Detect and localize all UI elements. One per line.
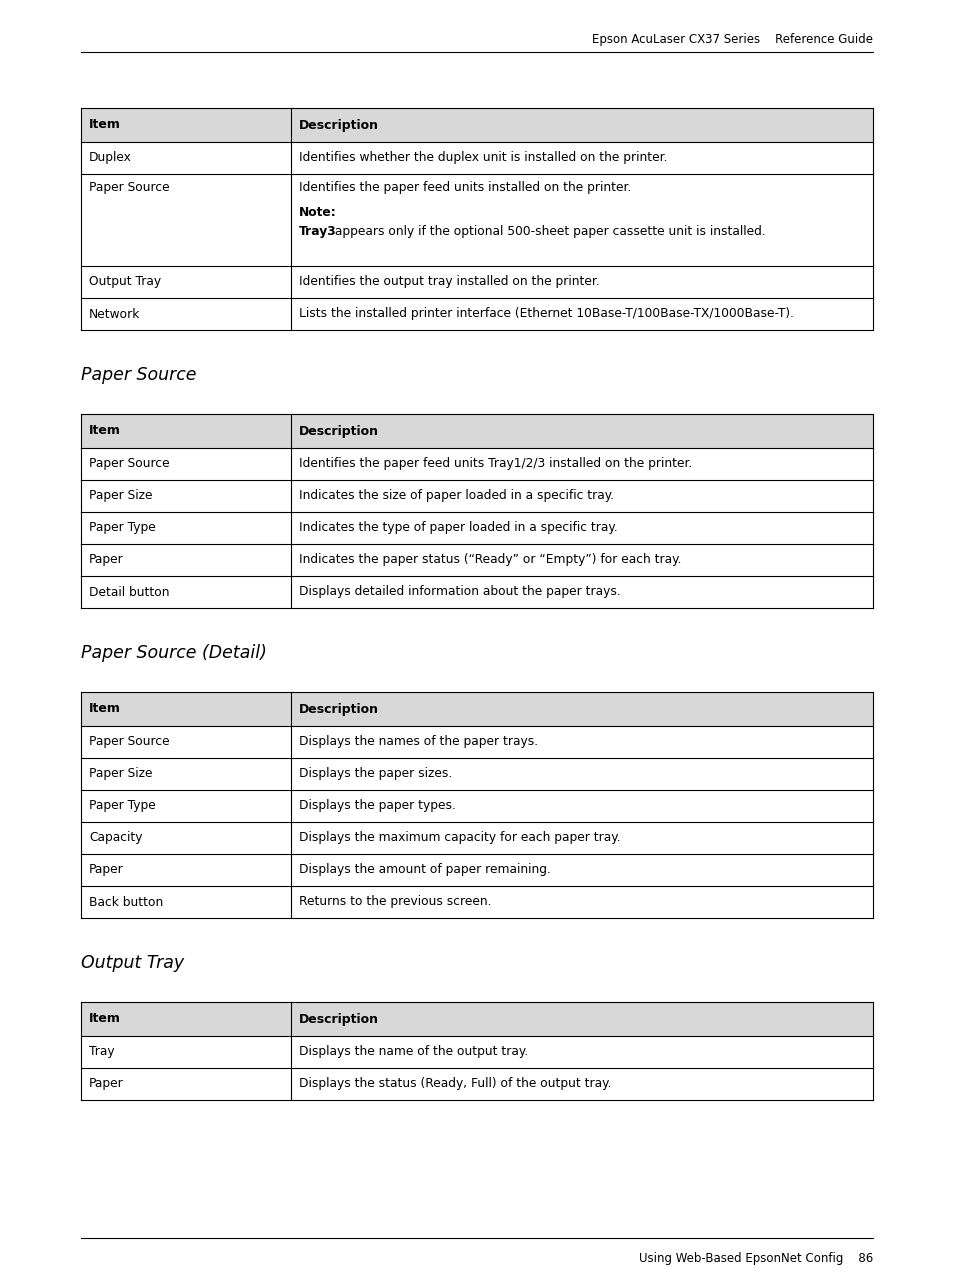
Text: Paper Source: Paper Source bbox=[89, 735, 170, 749]
Text: appears only if the optional 500-sheet paper cassette unit is installed.: appears only if the optional 500-sheet p… bbox=[330, 224, 764, 237]
Text: Paper Size: Paper Size bbox=[89, 489, 152, 502]
Text: Using Web-Based EpsonNet Config    86: Using Web-Based EpsonNet Config 86 bbox=[639, 1252, 872, 1265]
Text: Description: Description bbox=[298, 118, 378, 131]
Text: Paper Source: Paper Source bbox=[81, 366, 196, 383]
Text: Paper Source (Detail): Paper Source (Detail) bbox=[81, 643, 267, 662]
Text: Displays the name of the output tray.: Displays the name of the output tray. bbox=[298, 1046, 528, 1059]
Text: Displays the maximum capacity for each paper tray.: Displays the maximum capacity for each p… bbox=[298, 832, 619, 845]
Text: Paper Source: Paper Source bbox=[89, 181, 170, 195]
Text: Identifies whether the duplex unit is installed on the printer.: Identifies whether the duplex unit is in… bbox=[298, 152, 667, 164]
Text: Paper: Paper bbox=[89, 1078, 124, 1091]
Text: Capacity: Capacity bbox=[89, 832, 142, 845]
Text: Displays the status (Ready, Full) of the output tray.: Displays the status (Ready, Full) of the… bbox=[298, 1078, 611, 1091]
Text: Identifies the output tray installed on the printer.: Identifies the output tray installed on … bbox=[298, 275, 599, 288]
Text: Back button: Back button bbox=[89, 896, 163, 908]
Text: Network: Network bbox=[89, 307, 140, 321]
Text: Identifies the paper feed units Tray1/2/3 installed on the printer.: Identifies the paper feed units Tray1/2/… bbox=[298, 457, 692, 470]
Text: Displays the paper types.: Displays the paper types. bbox=[298, 800, 456, 813]
Text: Detail button: Detail button bbox=[89, 586, 170, 599]
Text: Item: Item bbox=[89, 118, 121, 131]
Text: Displays detailed information about the paper trays.: Displays detailed information about the … bbox=[298, 586, 620, 599]
Text: Paper: Paper bbox=[89, 864, 124, 877]
Text: Indicates the type of paper loaded in a specific tray.: Indicates the type of paper loaded in a … bbox=[298, 521, 617, 535]
Bar bbox=[81, 108, 872, 141]
Text: Note:: Note: bbox=[298, 205, 336, 219]
Bar bbox=[81, 692, 872, 726]
Text: Displays the names of the paper trays.: Displays the names of the paper trays. bbox=[298, 735, 537, 749]
Text: Returns to the previous screen.: Returns to the previous screen. bbox=[298, 896, 491, 908]
Text: Duplex: Duplex bbox=[89, 152, 132, 164]
Text: Paper Source: Paper Source bbox=[89, 457, 170, 470]
Text: Epson AcuLaser CX37 Series    Reference Guide: Epson AcuLaser CX37 Series Reference Gui… bbox=[592, 33, 872, 46]
Text: Tray3: Tray3 bbox=[298, 224, 336, 237]
Text: Identifies the paper feed units installed on the printer.: Identifies the paper feed units installe… bbox=[298, 181, 631, 195]
Text: Description: Description bbox=[298, 1013, 378, 1026]
Text: Displays the paper sizes.: Displays the paper sizes. bbox=[298, 767, 452, 781]
Text: Lists the installed printer interface (Ethernet 10Base-T/100Base-TX/1000Base-T).: Lists the installed printer interface (E… bbox=[298, 307, 793, 321]
Text: Output Tray: Output Tray bbox=[81, 954, 184, 972]
Text: Paper Size: Paper Size bbox=[89, 767, 152, 781]
Text: Output Tray: Output Tray bbox=[89, 275, 161, 288]
Text: Tray: Tray bbox=[89, 1046, 114, 1059]
Text: Paper Type: Paper Type bbox=[89, 800, 155, 813]
Text: Paper Type: Paper Type bbox=[89, 521, 155, 535]
Text: Displays the amount of paper remaining.: Displays the amount of paper remaining. bbox=[298, 864, 550, 877]
Text: Item: Item bbox=[89, 1013, 121, 1026]
Text: Description: Description bbox=[298, 424, 378, 437]
Text: Item: Item bbox=[89, 702, 121, 716]
Text: Description: Description bbox=[298, 702, 378, 716]
Text: Indicates the paper status (“Ready” or “Empty”) for each tray.: Indicates the paper status (“Ready” or “… bbox=[298, 553, 680, 567]
Bar bbox=[81, 414, 872, 448]
Text: Indicates the size of paper loaded in a specific tray.: Indicates the size of paper loaded in a … bbox=[298, 489, 614, 502]
Text: Paper: Paper bbox=[89, 553, 124, 567]
Text: Item: Item bbox=[89, 424, 121, 437]
Bar bbox=[81, 1001, 872, 1036]
